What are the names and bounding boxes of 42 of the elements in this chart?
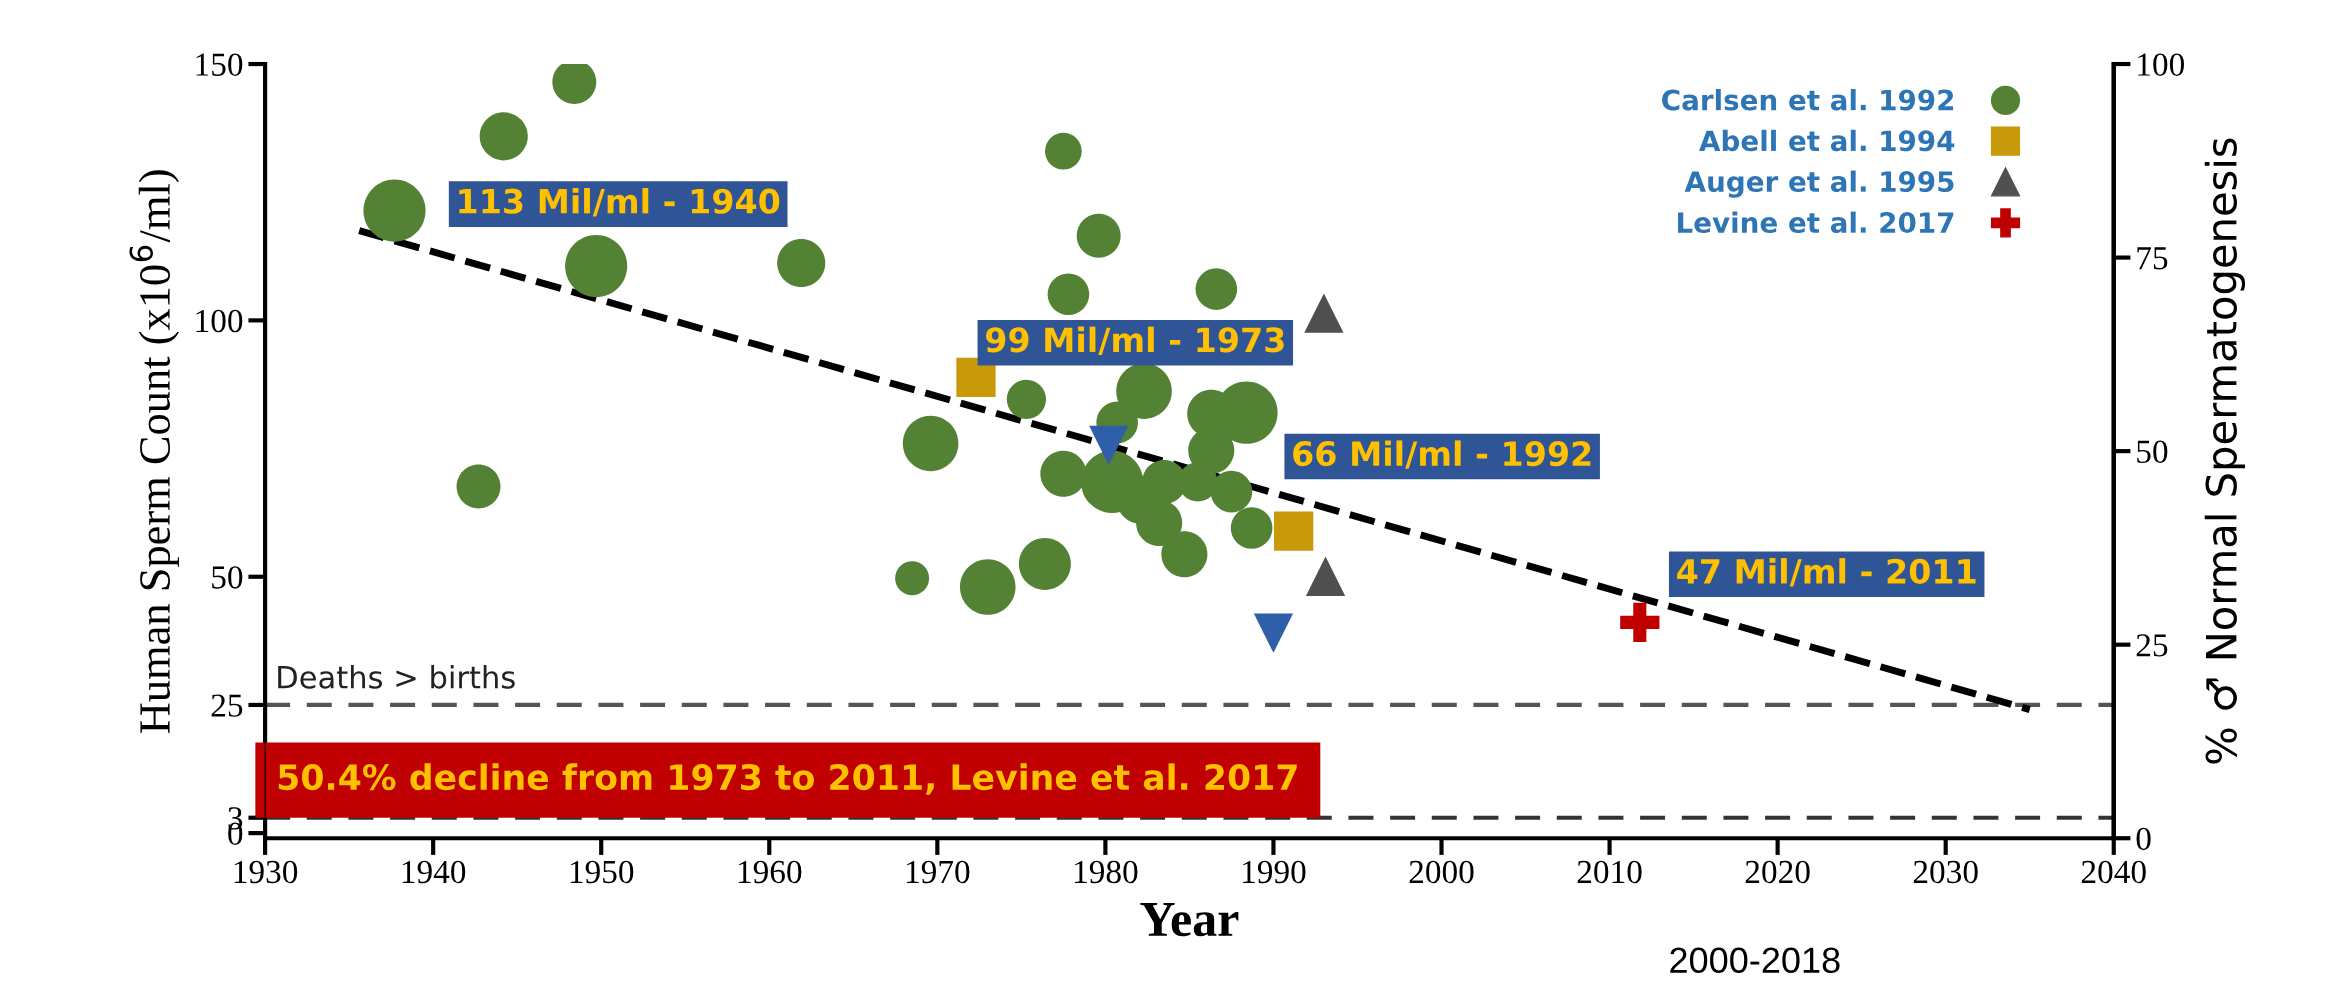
point [1305,556,1346,596]
x-tick-label: 1960 [738,860,802,884]
legend-label: Carlsen et al. 1992 [1662,89,1954,111]
text: 2000-2018 [1670,947,1840,974]
point [1273,511,1314,551]
legend-label: Levine et al. 2017 [1678,211,1954,234]
y2-tick-label: 100 [2138,53,2184,76]
annotation: 66 Mil/ml - 1992 [1293,440,1591,469]
x-tick-label: 2010 [1577,860,1642,884]
legend-label: Abell et al. 1994 [1699,129,1955,152]
ref-line-label: Deaths > births [278,665,515,689]
x-tick-label: 1990 [1243,860,1306,884]
y-tick-label: 150 [196,53,243,76]
point [956,357,996,397]
y-axis-title: Human Sperm Count (x10$^{6}$/ml) [129,170,180,733]
x-tick-label: 2040 [2081,860,2146,884]
y-tick-label: 25 [211,694,243,717]
x-axis-title: Year [1140,903,1239,937]
annotation: 47 Mil/ml - 2011 [1677,558,1976,587]
x-tick-label: 1980 [1074,860,1138,884]
legend-label: Auger et al. 1995 [1684,170,1954,198]
x-tick-label: 1930 [234,860,298,884]
x-tick-label: 2030 [1913,860,1978,884]
annotation: 99 Mil/ml - 1973 [985,326,1284,356]
y2-tick-label: 25 [2136,634,2168,657]
annotation: 113 Mil/ml - 1940 [459,188,780,217]
y2-axis-title: % ♂ Normal Spermatogenesis [2204,138,2246,764]
y-tick-label: 100 [196,309,243,333]
x-tick-label: 1940 [402,860,466,884]
annotation: 50.4% decline from 1973 to 2011, Levine et al. 2017 [278,763,1297,795]
x-tick-label: 1950 [570,860,634,884]
point [1089,425,1129,466]
y2-tick-label: 0 [2136,827,2151,851]
x-tick-label: 2020 [1745,860,1810,884]
y2-tick-label: 50 [2137,440,2168,464]
point [1253,613,1294,653]
y2-tick-label: 75 [2137,247,2168,270]
x-tick-label: 2000 [1409,860,1474,884]
point [1620,602,1660,643]
y-tick-label: 50 [212,566,243,589]
point [1304,293,1344,333]
x-tick-label: 1970 [906,860,970,884]
